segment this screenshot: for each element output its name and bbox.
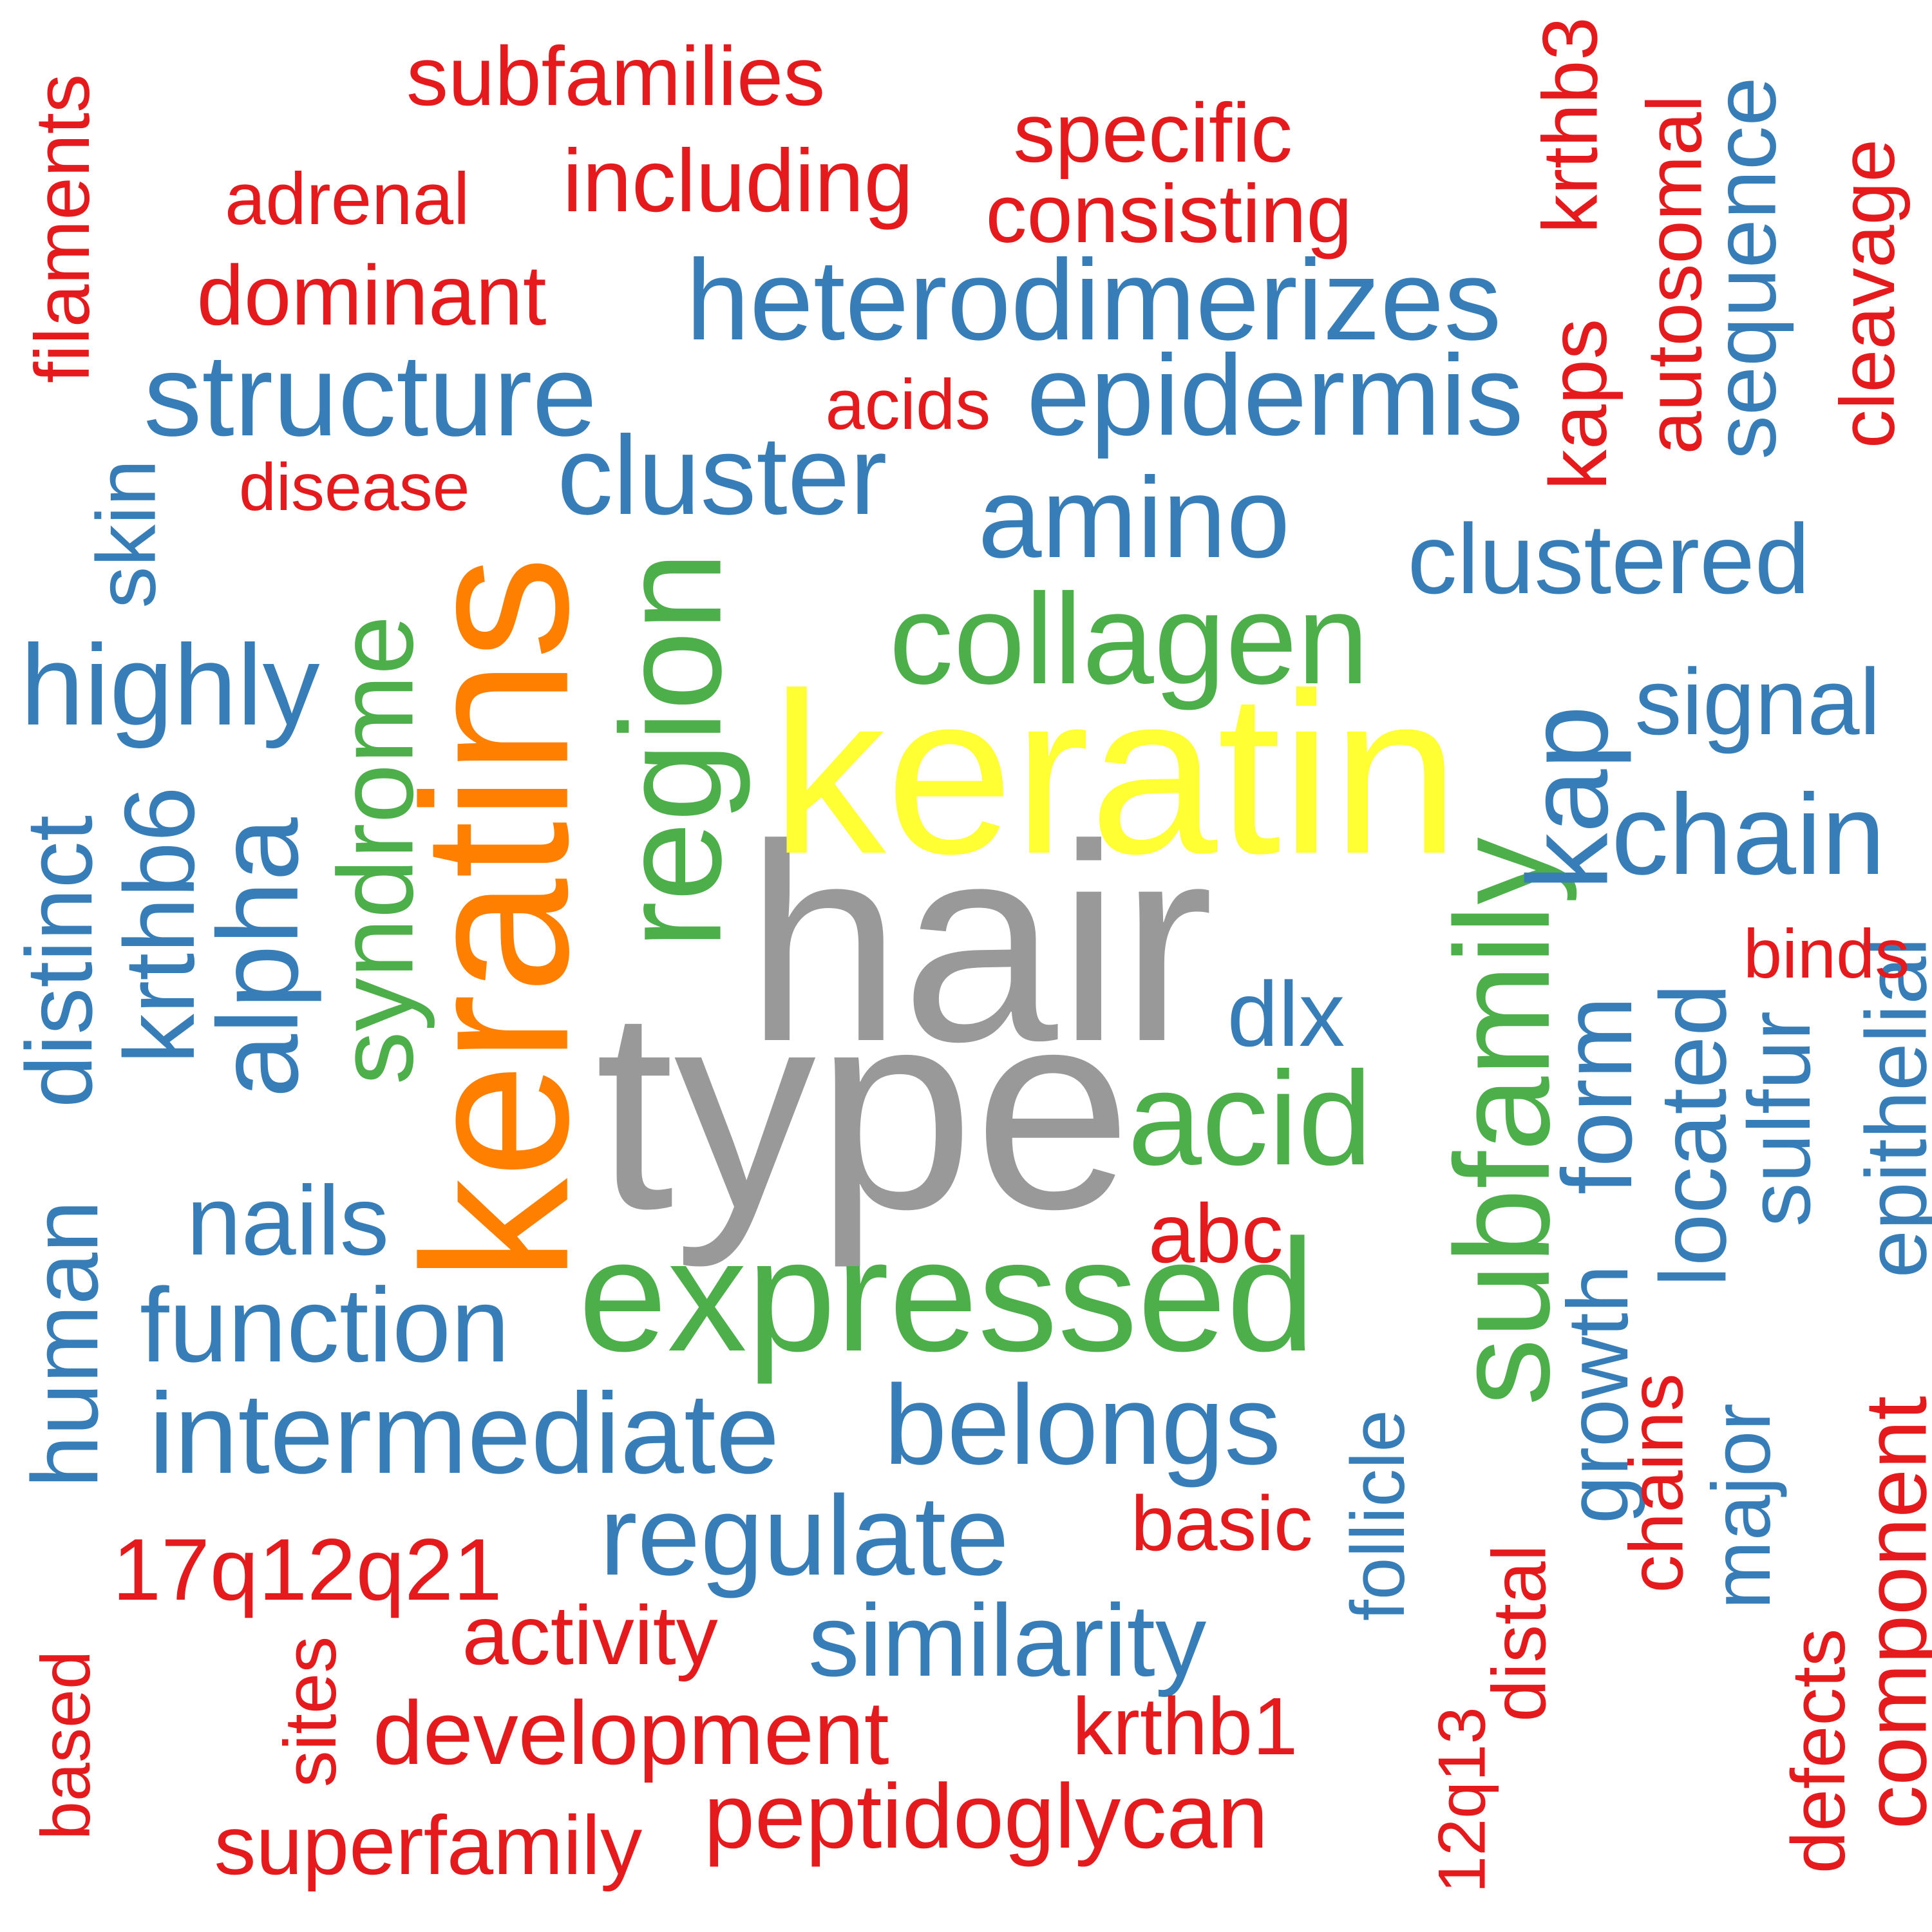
word-abc: abc <box>1148 1186 1283 1280</box>
word-intermediate: intermediate <box>149 1369 780 1497</box>
word-regulate: regulate <box>600 1473 1010 1599</box>
word-sulfur: sulfur <box>1730 1010 1829 1227</box>
word-including: including <box>562 131 914 231</box>
word-autosomal: autosomal <box>1630 94 1718 455</box>
word-12q13: 12q13 <box>1425 1707 1500 1893</box>
word-structure: structure <box>144 330 598 460</box>
word-cleavage: cleavage <box>1824 138 1911 449</box>
word-peptidoglycan: peptidoglycan <box>704 1765 1269 1868</box>
word-chains: chains <box>1614 1373 1700 1593</box>
word-dominant: dominant <box>196 248 547 343</box>
word-acid: acid <box>1128 1043 1372 1193</box>
word-human: human <box>12 1200 118 1488</box>
word-region: region <box>591 551 752 949</box>
word-basic: basic <box>1131 1479 1313 1567</box>
word-krthb1: krthb1 <box>1072 1681 1298 1772</box>
word-follicle: follicle <box>1335 1410 1421 1621</box>
word-krthb6: krthb6 <box>103 786 215 1064</box>
word-disease: disease <box>239 450 470 525</box>
word-amino: amino <box>978 453 1291 582</box>
word-consisting: consisting <box>985 168 1352 260</box>
word-subfamilies: subfamilies <box>406 29 826 123</box>
word-syndrome: syndrome <box>316 615 435 1085</box>
word-highly: highly <box>20 621 320 749</box>
word-form: form <box>1542 996 1653 1195</box>
word-superfamily: superfamily <box>214 1798 643 1892</box>
word-adrenal: adrenal <box>225 158 470 240</box>
word-signal: signal <box>1634 649 1880 754</box>
word-type: type <box>595 951 1132 1268</box>
word-filaments: filaments <box>19 73 106 384</box>
word-development: development <box>373 1682 889 1783</box>
word-sites: sites <box>270 1636 352 1788</box>
word-dlx: dlx <box>1227 963 1345 1066</box>
word-17q12q21: 17q12q21 <box>112 1520 502 1618</box>
word-activity: activity <box>462 1588 718 1682</box>
word-chain: chain <box>1611 770 1886 898</box>
word-nails: nails <box>186 1165 390 1276</box>
word-acids: acids <box>825 365 991 444</box>
word-epidermis: epidermis <box>1027 331 1524 459</box>
word-belongs: belongs <box>884 1362 1282 1488</box>
word-skin: skin <box>79 459 173 609</box>
word-hair: hair <box>745 786 1214 1100</box>
word-heterodimerizes: heterodimerizes <box>686 236 1502 364</box>
word-defects: defects <box>1776 1628 1862 1874</box>
word-alpha: alpha <box>193 817 322 1098</box>
word-kaps: kaps <box>1533 318 1624 491</box>
word-function: function <box>140 1266 510 1384</box>
word-expressed: expressed <box>578 1206 1316 1385</box>
word-collagen: collagen <box>889 567 1369 711</box>
word-kap: kap <box>1503 705 1631 891</box>
word-located: located <box>1640 983 1745 1287</box>
word-similarity: similarity <box>808 1582 1207 1698</box>
word-based: based <box>26 1650 105 1841</box>
word-component: component <box>1846 1396 1932 1830</box>
word-krthb3: krthb3 <box>1526 16 1614 234</box>
word-clustered: clustered <box>1407 504 1810 614</box>
word-distal: distal <box>1477 1544 1562 1722</box>
word-cluster: cluster <box>557 412 887 538</box>
word-distinct: distinct <box>6 815 112 1108</box>
word-major: major <box>1696 1403 1788 1610</box>
word-specific: specific <box>1013 86 1293 180</box>
word-binds: binds <box>1743 914 1910 992</box>
word-keratin: keratin <box>771 646 1460 902</box>
